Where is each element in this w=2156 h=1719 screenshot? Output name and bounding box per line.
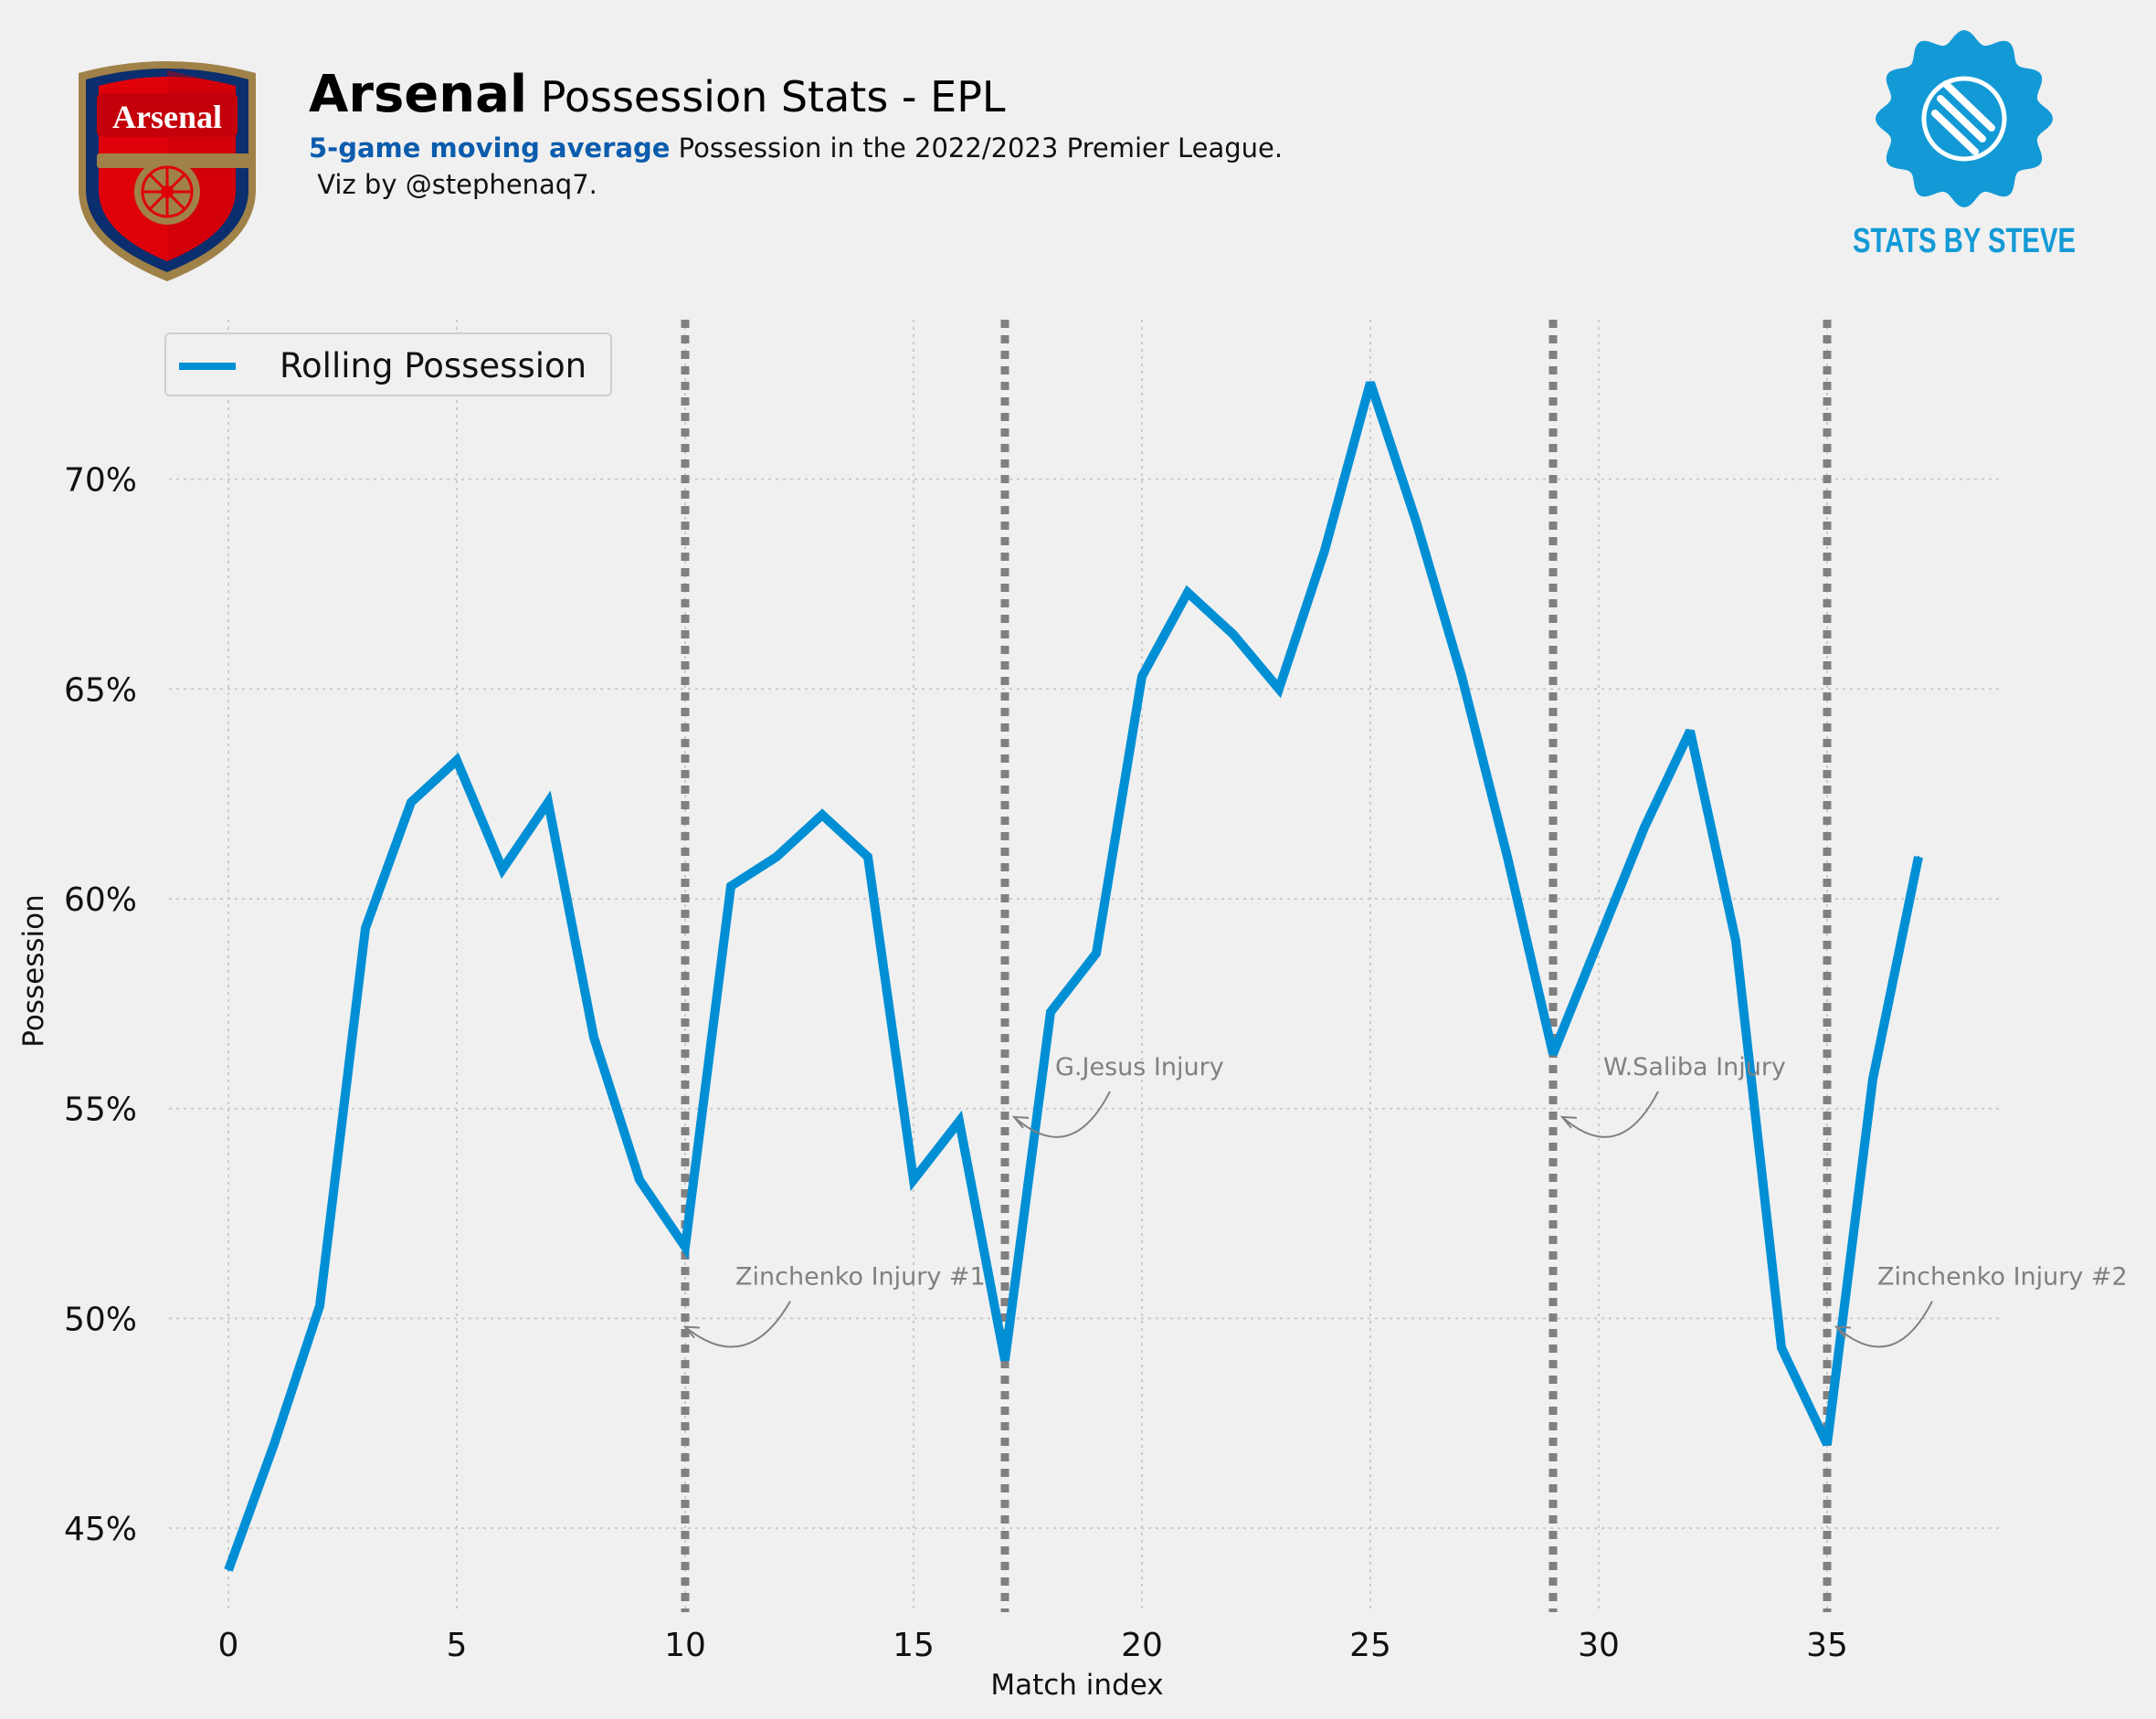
x-tick-label: 35 xyxy=(1806,1627,1848,1664)
tick-labels: 0 5 10 15 20 25 30 35 45% 50% 55% 60% 65% 70% xyxy=(64,462,1848,1664)
annotation-arrowhead xyxy=(1559,1115,1578,1129)
data-point xyxy=(547,801,549,804)
data-point xyxy=(1598,939,1600,942)
data-point xyxy=(1050,1011,1052,1014)
data-point xyxy=(273,1443,275,1446)
y-tick-label: 70% xyxy=(64,462,137,500)
x-tick-label: 5 xyxy=(447,1627,468,1664)
y-tick-label: 55% xyxy=(64,1092,137,1129)
data-point xyxy=(1689,730,1691,733)
data-point xyxy=(730,885,732,888)
data-point xyxy=(1278,688,1280,691)
legend-label: Rolling Possession xyxy=(280,346,587,385)
annotation-arrow xyxy=(1561,1091,1659,1138)
annotation-label: Zinchenko Injury #1 xyxy=(735,1263,986,1292)
data-point xyxy=(1872,1078,1874,1081)
subtitle-rest: Possession in the 2022/2023 Premier Leag… xyxy=(678,132,1284,164)
annotation-label: Zinchenko Injury #2 xyxy=(1877,1263,2128,1292)
x-axis-label: Match index xyxy=(990,1669,1163,1702)
header: Arsenal Arsenal Possession Stats - EPL 5… xyxy=(0,0,2156,301)
data-point xyxy=(776,856,777,859)
data-point xyxy=(1415,520,1417,522)
legend-swatch xyxy=(179,363,236,370)
x-tick-label: 30 xyxy=(1578,1627,1620,1664)
x-tick-label: 15 xyxy=(893,1627,935,1664)
y-tick-label: 60% xyxy=(64,881,137,919)
crest-text: Arsenal xyxy=(112,99,222,135)
data-point xyxy=(502,868,503,870)
team-name: Arsenal xyxy=(309,65,528,124)
series-layer xyxy=(224,381,1923,1572)
annotation-label: W.Saliba Injury xyxy=(1603,1053,1786,1081)
legend: Rolling Possession xyxy=(164,332,612,396)
data-point xyxy=(1506,856,1508,859)
data-point xyxy=(1369,381,1371,384)
data-point xyxy=(1461,675,1463,678)
data-point xyxy=(1141,675,1143,678)
data-point xyxy=(867,856,869,859)
annotation-arrowhead xyxy=(682,1325,701,1339)
data-point xyxy=(1781,1346,1782,1349)
logo-text: STATS BY STEVE xyxy=(1853,222,2076,260)
data-point xyxy=(1095,952,1097,954)
credit: Viz by @stephenaq7. xyxy=(309,169,597,201)
data-point xyxy=(319,1304,321,1307)
subtitle: 5-game moving average Possession in the … xyxy=(309,132,1283,163)
data-point xyxy=(593,1036,595,1039)
x-tick-label: 10 xyxy=(664,1627,706,1664)
data-point xyxy=(1324,549,1326,552)
annotation-arrow xyxy=(1835,1301,1933,1348)
stats-by-steve-logo: STATS BY STEVE xyxy=(1853,30,2076,260)
rolling-possession-line xyxy=(224,381,1923,1572)
data-point xyxy=(639,1178,640,1181)
arsenal-crest-logo: Arsenal xyxy=(79,61,256,281)
y-tick-label: 45% xyxy=(64,1511,137,1548)
annotations: Zinchenko Injury #1 G.Jesus Injury W.Salib… xyxy=(682,1053,2128,1348)
data-point xyxy=(684,1246,686,1249)
data-point xyxy=(365,927,366,930)
data-point xyxy=(1004,1359,1006,1362)
data-point xyxy=(1735,939,1737,942)
injury-lines xyxy=(681,320,1832,1612)
data-point xyxy=(821,814,823,817)
data-point xyxy=(1826,1443,1828,1446)
y-tick-label: 50% xyxy=(64,1301,137,1338)
title-rest: Possession Stats - EPL xyxy=(540,72,1006,121)
grid xyxy=(169,320,2001,1612)
data-point xyxy=(1643,826,1645,828)
data-point xyxy=(1232,633,1234,636)
annotation-label: G.Jesus Injury xyxy=(1055,1053,1224,1081)
data-point xyxy=(958,1120,960,1123)
annotation-arrow xyxy=(1013,1091,1111,1138)
data-point xyxy=(456,759,458,762)
data-point xyxy=(1187,591,1189,594)
annotation-arrowhead xyxy=(1011,1115,1030,1129)
x-tick-label: 20 xyxy=(1121,1627,1163,1664)
title-block: Arsenal Possession Stats - EPL 5-game mo… xyxy=(309,64,1283,200)
x-tick-label: 25 xyxy=(1349,1627,1391,1664)
y-tick-label: 65% xyxy=(64,671,137,709)
data-point xyxy=(1552,1052,1554,1055)
data-point xyxy=(913,1178,914,1181)
annotation-arrowhead xyxy=(1834,1325,1852,1339)
annotation-arrow xyxy=(684,1301,791,1348)
data-point xyxy=(1918,856,1919,859)
page-title: Arsenal Possession Stats - EPL xyxy=(309,64,1283,125)
y-axis-label: Possession xyxy=(17,894,50,1047)
data-point xyxy=(227,1569,229,1572)
data-point xyxy=(410,801,412,804)
x-tick-label: 0 xyxy=(218,1627,239,1664)
subtitle-highlight: 5-game moving average xyxy=(309,132,671,164)
